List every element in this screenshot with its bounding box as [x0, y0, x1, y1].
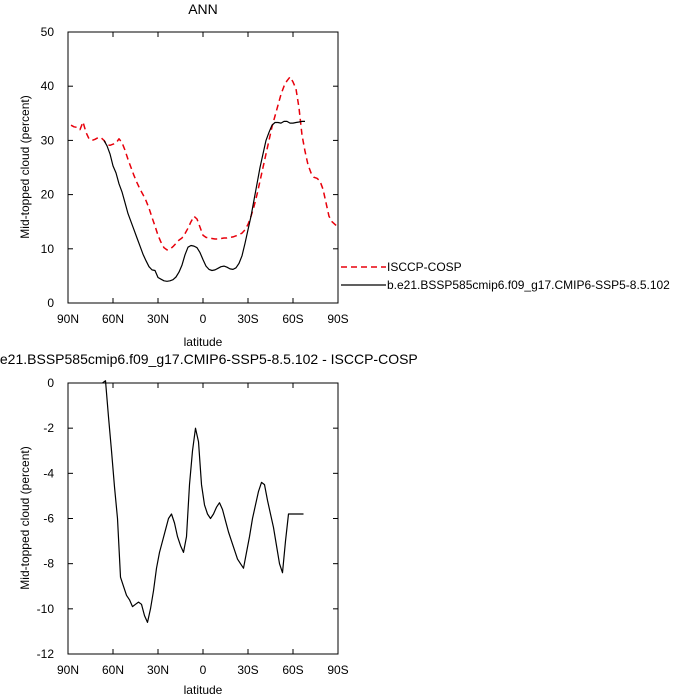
bottom-y-axis: 0 -2 -4 -6 -8 -10 -12	[37, 376, 338, 661]
legend-label-model: b.e21.BSSP585cmip6.f09_g17.CMIP6-SSP5-8.…	[387, 278, 670, 292]
bottom-series-lines	[102, 380, 304, 624]
top-y-axis-label: Mid-topped cloud (percent)	[18, 95, 32, 238]
bottom-y-tick-label: -10	[37, 602, 55, 616]
bottom-y-tick-label: -6	[43, 512, 54, 526]
top-series-lines	[70, 76, 339, 282]
bottom-x-axis-label: latitude	[184, 683, 223, 697]
bottom-y-tick-label: -8	[43, 557, 54, 571]
top-y-tick-label: 40	[41, 79, 55, 93]
top-chart-title: ANN	[188, 1, 218, 17]
bottom-y-tick-label: 0	[47, 376, 54, 390]
top-y-tick-label: 0	[47, 296, 54, 310]
top-panel: ANN 90N 60N 30N 0 30S 60S 90S 0 10 20 30 40 50 lati…	[18, 1, 349, 349]
top-x-tick-label: 30S	[237, 312, 258, 326]
bottom-y-axis-label: Mid-topped cloud (percent)	[18, 446, 32, 589]
top-x-tick-label: 90N	[57, 312, 79, 326]
top-y-tick-label: 30	[41, 133, 55, 147]
bottom-series-line-0	[102, 380, 304, 624]
top-y-tick-label: 10	[41, 242, 55, 256]
bottom-x-tick-label: 90N	[57, 663, 79, 677]
bottom-x-tick-label: 60S	[282, 663, 303, 677]
top-y-tick-label: 50	[41, 25, 55, 39]
bottom-x-tick-label: 90S	[327, 663, 348, 677]
bottom-panel: b.e21.BSSP585cmip6.f09_g17.CMIP6-SSP5-8.…	[0, 351, 418, 697]
top-y-tick-label: 20	[41, 188, 55, 202]
top-x-tick-label: 90S	[327, 312, 348, 326]
bottom-x-tick-label: 0	[200, 663, 207, 677]
top-x-tick-label: 60N	[102, 312, 124, 326]
top-x-tick-label: 60S	[282, 312, 303, 326]
bottom-chart-title: b.e21.BSSP585cmip6.f09_g17.CMIP6-SSP5-8.…	[0, 351, 418, 367]
bottom-x-tick-label: 30S	[237, 663, 258, 677]
top-y-axis: 0 10 20 30 40 50	[41, 25, 338, 310]
legend-label-isccp-cosp: ISCCP-COSP	[387, 260, 462, 274]
bottom-y-tick-label: -12	[37, 647, 55, 661]
bottom-x-tick-label: 30N	[147, 663, 169, 677]
bottom-x-axis: 90N 60N 30N 0 30S 60S 90S	[57, 383, 349, 677]
top-x-axis-label: latitude	[184, 335, 223, 349]
legend: ISCCP-COSP b.e21.BSSP585cmip6.f09_g17.CM…	[341, 260, 670, 292]
bottom-x-tick-label: 60N	[102, 663, 124, 677]
top-series-line-1	[103, 120, 305, 282]
top-x-tick-label: 0	[200, 312, 207, 326]
bottom-y-tick-label: -4	[43, 466, 54, 480]
bottom-y-tick-label: -2	[43, 421, 54, 435]
top-x-axis: 90N 60N 30N 0 30S 60S 90S	[57, 32, 349, 326]
top-x-tick-label: 30N	[147, 312, 169, 326]
top-plot-frame	[67, 31, 339, 304]
top-series-line-0	[70, 76, 339, 251]
